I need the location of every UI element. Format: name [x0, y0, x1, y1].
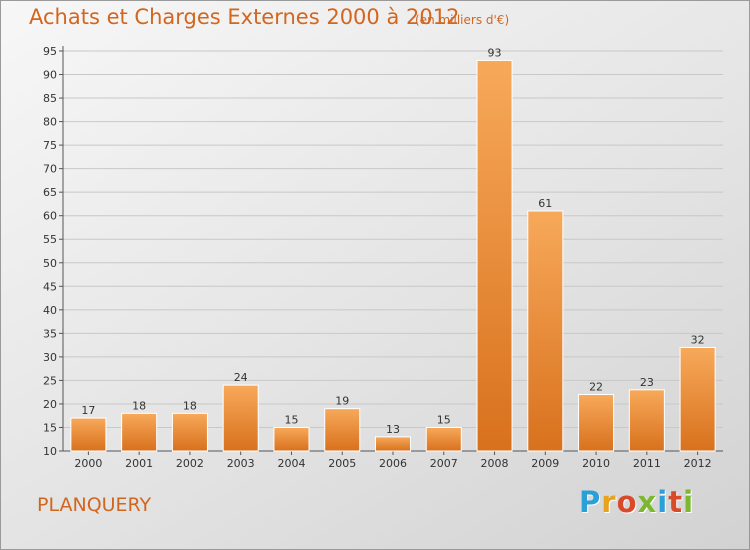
data-label: 18 [183, 399, 197, 412]
grid-lines [63, 50, 723, 452]
x-tick-label: 2012 [684, 457, 712, 470]
logo-letter: t [668, 485, 684, 519]
logo-letter: i [657, 485, 669, 519]
data-labels: 17 18 18 24 15 19 13 15 93 61 22 23 32 [81, 46, 704, 435]
data-label: 61 [538, 197, 552, 210]
data-label: 18 [132, 399, 146, 412]
bar-2007 [425, 426, 462, 452]
bar-2006 [374, 436, 412, 452]
data-label: 32 [691, 333, 705, 346]
x-tick-label: 2007 [430, 457, 458, 470]
y-tick-label: 20 [43, 398, 57, 411]
y-tick-label: 35 [43, 327, 57, 340]
bar-2003 [222, 384, 259, 452]
y-tick-label: 15 [43, 421, 57, 434]
y-tick-label: 45 [43, 280, 57, 293]
commune-name: PLANQUERY [37, 494, 152, 516]
x-tick-label: 2002 [176, 457, 204, 470]
x-tick-label: 2006 [379, 457, 407, 470]
y-tick-label: 90 [43, 69, 57, 82]
x-tick-label: 2011 [633, 457, 661, 470]
data-label: 17 [81, 404, 95, 417]
x-tick-label: 2010 [582, 457, 610, 470]
logo-letter: i [683, 485, 695, 519]
proxiti-logo[interactable]: Proxiti [579, 485, 694, 519]
logo-letter: P [579, 485, 602, 519]
bar-2012 [679, 346, 716, 452]
bar-2000 [70, 417, 107, 452]
data-label: 22 [589, 381, 603, 394]
x-tick-label: 2001 [125, 457, 153, 470]
data-label: 13 [386, 423, 400, 436]
bar-2010 [578, 394, 615, 452]
logo-letter: o [616, 485, 638, 519]
y-tick-label: 75 [43, 139, 57, 152]
chart-unit: (en milliers d'€) [415, 13, 510, 27]
y-tick-label: 95 [43, 45, 57, 58]
logo-letter: r [601, 485, 617, 519]
x-tick-label: 2009 [531, 457, 559, 470]
x-tick-label: 2004 [277, 457, 305, 470]
chart-title: Achats et Charges Externes 2000 à 2012 [29, 5, 460, 29]
y-tick-label: 50 [43, 257, 57, 270]
y-tick-label: 70 [43, 163, 57, 176]
y-tick-label: 30 [43, 351, 57, 364]
y-tick-label: 55 [43, 233, 57, 246]
bar-2005 [324, 408, 361, 452]
data-label: 19 [335, 395, 349, 408]
y-tick-label: 60 [43, 210, 57, 223]
bar-2009 [527, 210, 564, 452]
y-tick-label: 80 [43, 116, 57, 129]
data-label: 15 [284, 413, 298, 426]
logo-letter: x [637, 485, 658, 519]
bars [70, 59, 716, 452]
axes [59, 46, 723, 455]
x-tick-label: 2008 [481, 457, 509, 470]
y-tick-label: 65 [43, 186, 57, 199]
x-tick-label: 2003 [227, 457, 255, 470]
data-label: 24 [234, 371, 248, 384]
bar-2004 [273, 426, 310, 452]
bar-2011 [628, 389, 665, 452]
y-tick-label: 40 [43, 304, 57, 317]
x-tick-label: 2000 [74, 457, 102, 470]
y-tick-label: 85 [43, 92, 57, 105]
data-label: 23 [640, 376, 654, 389]
data-label: 93 [488, 46, 502, 59]
x-tick-label: 2005 [328, 457, 356, 470]
bar-2001 [121, 412, 158, 452]
bar-2002 [171, 412, 208, 452]
tick-labels: 10 15 20 25 30 35 40 45 50 55 60 65 70 75 80 85 90 95 2000… [43, 45, 712, 470]
y-tick-label: 25 [43, 374, 57, 387]
data-label: 15 [437, 413, 451, 426]
bar-2008 [476, 59, 513, 452]
y-tick-label: 10 [43, 445, 57, 458]
